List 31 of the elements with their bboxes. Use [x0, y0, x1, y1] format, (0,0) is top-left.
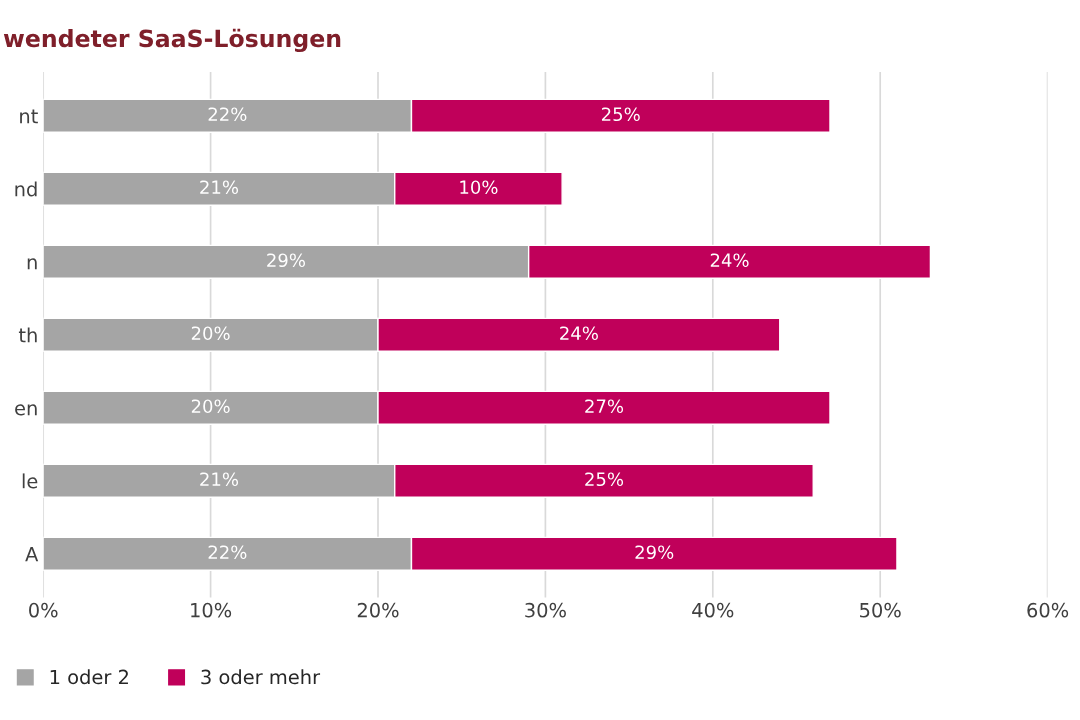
x-tick-label: 30%: [525, 602, 566, 618]
data-label: 24%: [710, 253, 749, 268]
data-label: 25%: [601, 107, 640, 122]
data-label: 21%: [200, 472, 239, 487]
data-label: 21%: [200, 180, 239, 195]
x-tick-label: 50%: [860, 602, 901, 618]
y-tick-label: n: [27, 258, 37, 270]
data-label: 29%: [267, 253, 305, 268]
data-label: 22%: [208, 107, 247, 122]
x-tick-label: 0%: [29, 602, 58, 618]
y-tick-label: nt: [20, 109, 38, 124]
data-label: 24%: [560, 326, 598, 341]
data-label: 25%: [585, 472, 624, 487]
y-tick-label: A: [25, 547, 39, 562]
x-tick-label: 40%: [692, 602, 734, 618]
y-tick-label: nd: [15, 181, 37, 197]
y-tick-label: en: [15, 404, 37, 416]
y-tick-label: th: [18, 327, 37, 343]
data-label: 27%: [585, 399, 624, 414]
y-tick-label: le: [22, 473, 38, 489]
data-label: 22%: [208, 545, 247, 560]
chart-title: wendeter SaaS-Lösungen: [3, 28, 341, 53]
x-tick-label: 20%: [357, 602, 399, 618]
data-label: 20%: [191, 326, 230, 341]
x-tick-label: 60%: [1027, 602, 1069, 618]
data-label: 20%: [191, 399, 230, 414]
legend-label: 1 oder 2: [50, 669, 128, 685]
data-label: 10%: [460, 180, 498, 195]
legend-label: 3 oder mehr: [201, 669, 321, 685]
data-label: 29%: [635, 545, 674, 560]
x-tick-label: 10%: [191, 602, 232, 618]
